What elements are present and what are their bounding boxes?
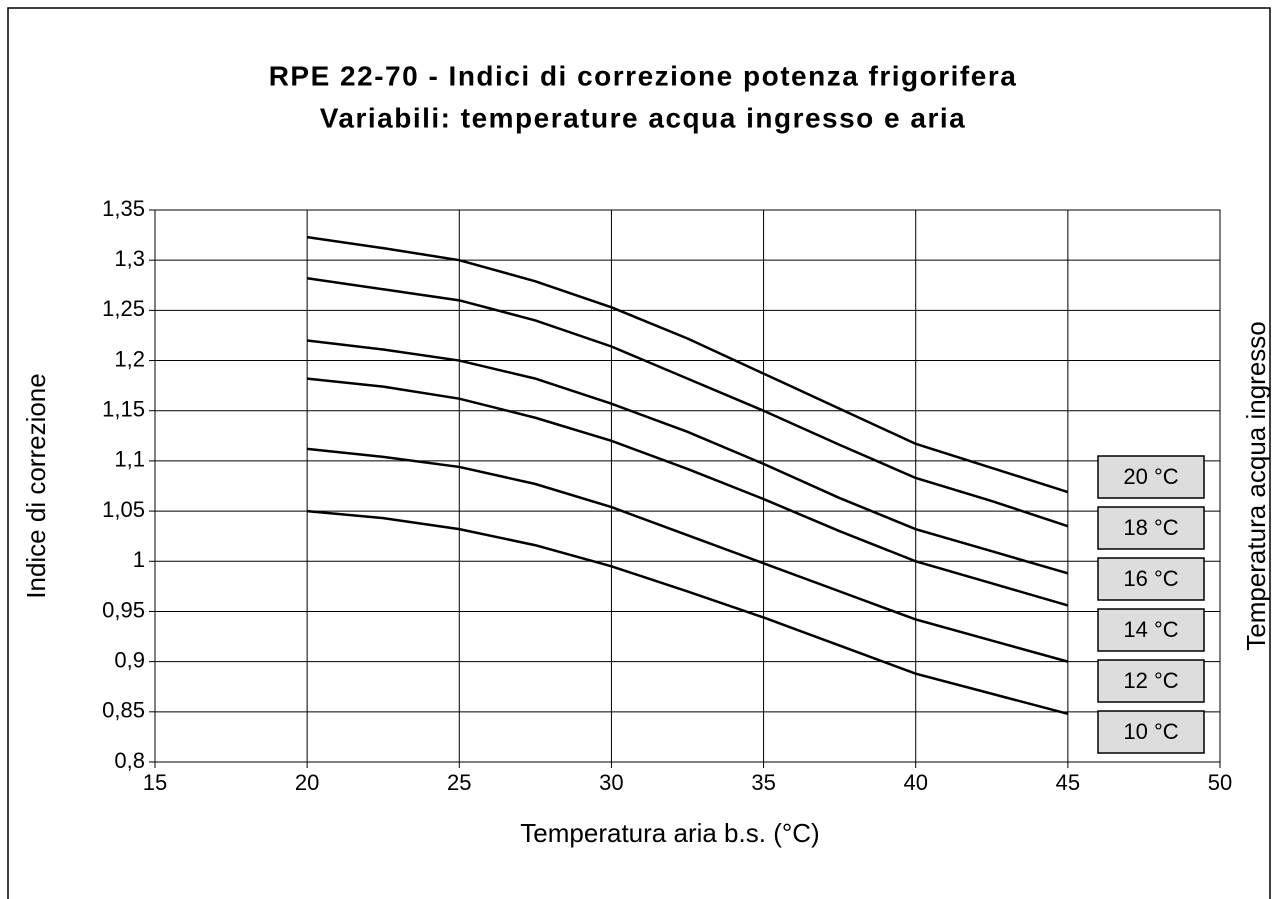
y-axis-label: Indice di correzione bbox=[21, 373, 51, 598]
x-tick-label: 50 bbox=[1208, 770, 1232, 795]
x-axis-label: Temperatura aria b.s. (°C) bbox=[520, 818, 819, 848]
y-tick-label: 1 bbox=[133, 547, 145, 572]
x-tick-label: 35 bbox=[751, 770, 775, 795]
series-line bbox=[307, 509, 1069, 716]
y-tick-label: 1,15 bbox=[102, 397, 145, 422]
plot-area bbox=[154, 209, 1221, 763]
series-line bbox=[306, 339, 1069, 575]
legend-label: 10 °C bbox=[1123, 719, 1178, 744]
legend-title: Temperatura acqua ingresso bbox=[1241, 321, 1271, 651]
y-tick-label: 0,95 bbox=[102, 597, 145, 622]
y-tick-label: 1,25 bbox=[102, 296, 145, 321]
y-tick-label: 0,9 bbox=[114, 647, 145, 672]
legend-label: 12 °C bbox=[1123, 668, 1178, 693]
x-tick-label: 40 bbox=[903, 770, 927, 795]
y-tick-label: 1,05 bbox=[102, 497, 145, 522]
legend-box bbox=[1097, 455, 1205, 499]
x-tick-label: 30 bbox=[599, 770, 623, 795]
legend-box bbox=[1097, 506, 1205, 550]
legend-box bbox=[1097, 659, 1205, 703]
y-tick-label: 1,3 bbox=[114, 246, 145, 271]
legend-label: 18 °C bbox=[1123, 515, 1178, 540]
x-tick-label: 25 bbox=[447, 770, 471, 795]
y-tick-label: 1,1 bbox=[114, 447, 145, 472]
y-tick-label: 0,8 bbox=[114, 748, 145, 773]
y-tick-label: 1,35 bbox=[102, 196, 145, 221]
series-line bbox=[306, 235, 1069, 494]
chart-title: RPE 22-70 - Indici di correzione potenza… bbox=[269, 60, 1018, 91]
x-tick-label: 20 bbox=[295, 770, 319, 795]
legend-box bbox=[1097, 557, 1205, 601]
y-tick-label: 1,2 bbox=[114, 346, 145, 371]
series-line bbox=[307, 377, 1069, 607]
series-line bbox=[307, 447, 1069, 663]
legend-label: 14 °C bbox=[1123, 617, 1178, 642]
legend-box bbox=[1097, 710, 1205, 754]
chart-subtitle: Variabili: temperature acqua ingresso e … bbox=[320, 102, 966, 133]
y-tick-label: 0,85 bbox=[102, 698, 145, 723]
legend-box bbox=[1097, 608, 1205, 652]
legend-label: 16 °C bbox=[1123, 566, 1178, 591]
legend-label: 20 °C bbox=[1123, 464, 1178, 489]
x-tick-label: 15 bbox=[143, 770, 167, 795]
x-tick-label: 45 bbox=[1056, 770, 1080, 795]
series-line bbox=[306, 277, 1069, 528]
